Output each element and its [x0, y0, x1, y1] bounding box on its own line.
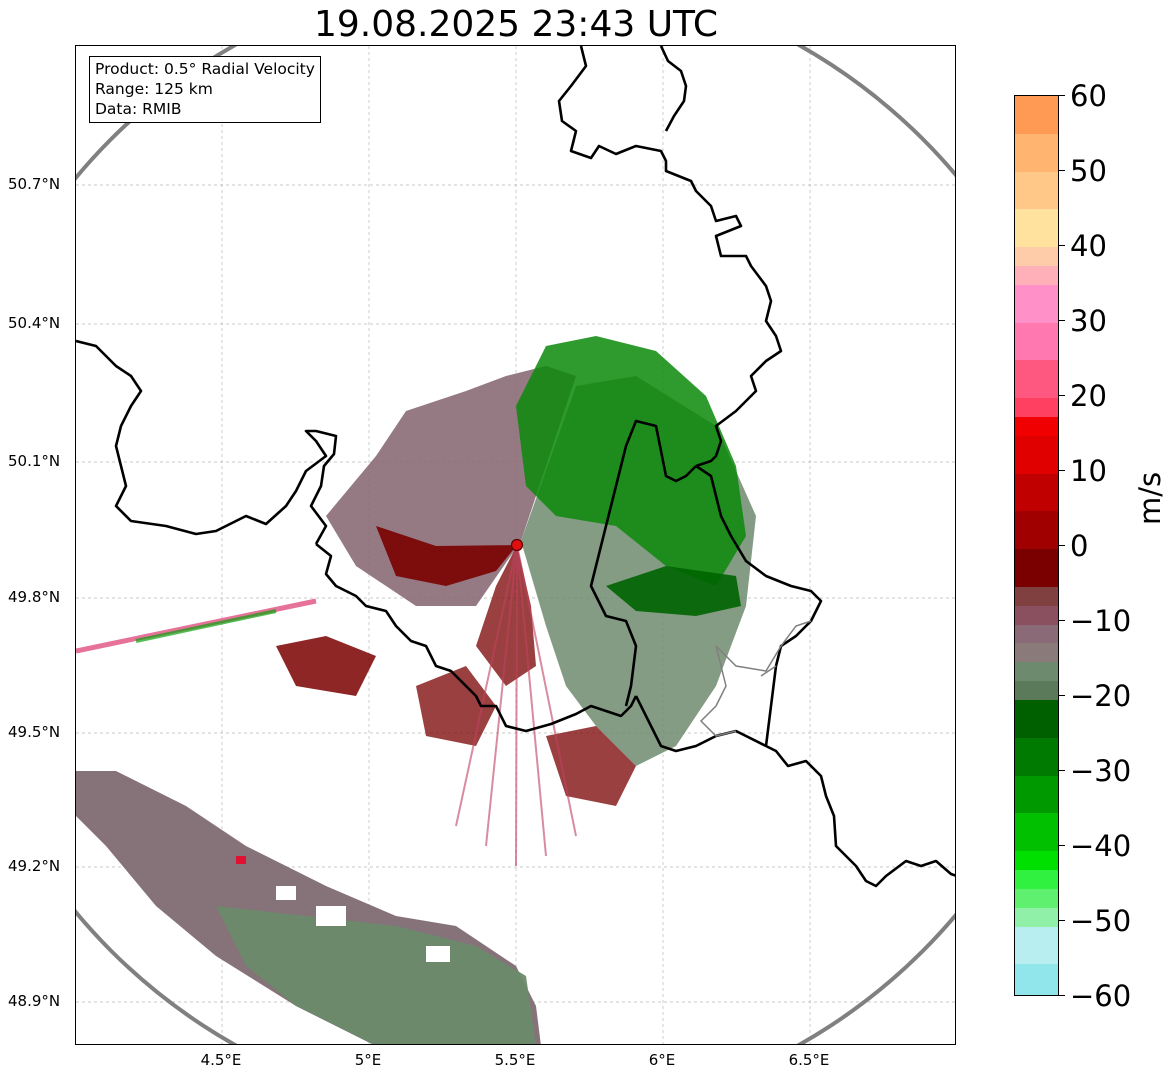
map-title: 19.08.2025 23:43 UTC	[313, 4, 719, 45]
colorbar-tick-label: 30	[1070, 304, 1107, 338]
info-box: Product: 0.5° Radial Velocity Range: 125…	[89, 56, 321, 123]
info-product: Product: 0.5° Radial Velocity	[95, 60, 315, 78]
colorbar-tick-label: 50	[1070, 154, 1107, 188]
country-borders	[76, 46, 955, 888]
lon-label: 6°E	[648, 1051, 676, 1069]
colorbar-tick-label: −50	[1070, 904, 1132, 938]
colorbar-tick	[1059, 545, 1065, 546]
colorbar-tick-label: 40	[1070, 229, 1107, 263]
colorbar-tick	[1059, 770, 1065, 771]
colorbar-tick-label: −30	[1070, 754, 1132, 788]
lon-label: 5.5°E	[494, 1051, 536, 1069]
colorbar-tick	[1059, 695, 1065, 696]
colorbar-tick	[1059, 245, 1065, 246]
lon-label: 4.5°E	[200, 1051, 242, 1069]
colorbar-tick	[1059, 395, 1065, 396]
lon-label: 5°E	[354, 1051, 382, 1069]
colorbar-tick-label: 20	[1070, 379, 1107, 413]
lat-label: 50.1°N	[8, 452, 61, 470]
colorbar-tick	[1059, 320, 1065, 321]
lon-label: 6.5°E	[788, 1051, 830, 1069]
colorbar-tick	[1059, 845, 1065, 846]
info-source: Data: RMIB	[95, 100, 182, 118]
lat-label: 50.7°N	[8, 175, 61, 193]
colorbar-tick-label: −40	[1070, 829, 1132, 863]
velocity-colorbar	[1014, 95, 1059, 996]
colorbar-tick	[1059, 95, 1065, 96]
radar-map[interactable]	[75, 45, 956, 1045]
info-range: Range: 125 km	[95, 80, 213, 98]
colorbar-tick-label: 0	[1070, 529, 1089, 563]
radar-echoes	[76, 336, 756, 1044]
luxembourg-border	[699, 620, 812, 737]
colorbar-tick-label: −10	[1070, 604, 1132, 638]
lat-label: 49.8°N	[8, 588, 61, 606]
colorbar-tick-label: −60	[1070, 979, 1132, 1013]
colorbar-tick	[1059, 170, 1065, 171]
colorbar-unit-label: m/s	[1133, 471, 1167, 525]
colorbar-tick-label: −20	[1070, 679, 1132, 713]
lat-label: 50.4°N	[8, 314, 61, 332]
colorbar-tick-label: 10	[1070, 454, 1107, 488]
radar-site-marker[interactable]	[510, 538, 524, 552]
colorbar-tick	[1059, 620, 1065, 621]
lat-label: 49.2°N	[8, 857, 61, 875]
lat-label: 48.9°N	[8, 992, 61, 1010]
colorbar-tick	[1059, 995, 1065, 996]
colorbar-tick	[1059, 920, 1065, 921]
colorbar-tick-label: 60	[1070, 79, 1107, 113]
colorbar-tick	[1059, 470, 1065, 471]
lat-label: 49.5°N	[8, 723, 61, 741]
